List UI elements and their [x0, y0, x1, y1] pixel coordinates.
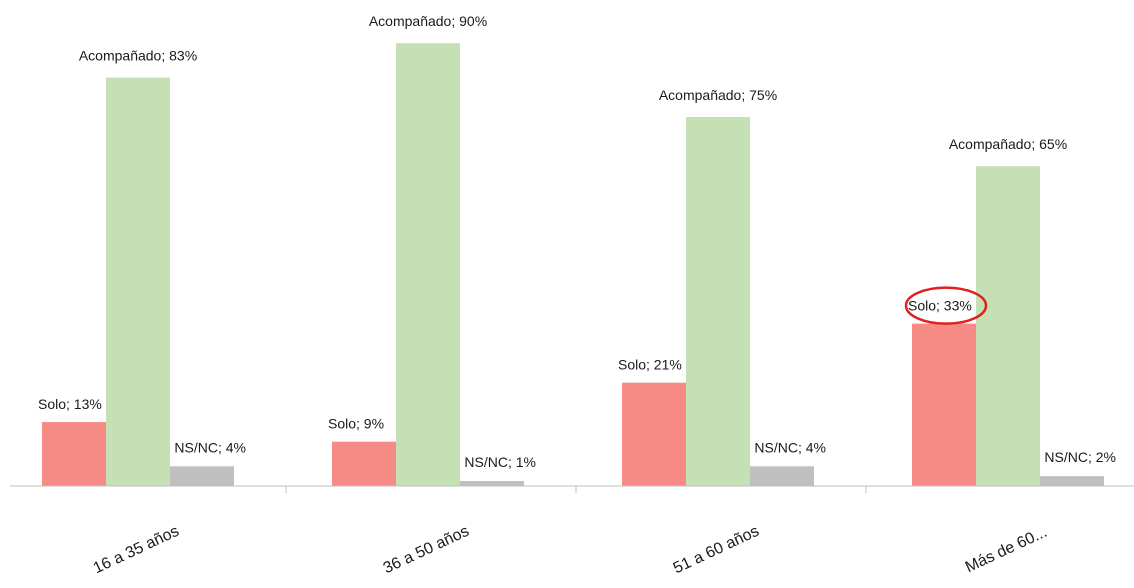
- x-tick-label-16-a-35-anos: 16 a 35 años: [91, 523, 182, 578]
- bar-acompanado-16-a-35-anos: [106, 77, 170, 486]
- data-label-acompanado-51-a-60-anos: Acompañado; 75%: [659, 87, 777, 103]
- data-label-ns-nc-36-a-50-anos: NS/NC; 1%: [464, 454, 536, 470]
- annotations-group: [904, 286, 988, 325]
- bar-ns-nc-16-a-35-anos: [170, 466, 234, 486]
- data-label-ns-nc-mas-de-60: NS/NC; 2%: [1044, 449, 1116, 465]
- data-label-solo-51-a-60-anos: Solo; 21%: [618, 357, 682, 373]
- data-label-solo-16-a-35-anos: Solo; 13%: [38, 396, 102, 412]
- bar-acompanado-36-a-50-anos: [396, 43, 460, 486]
- data-label-acompanado-16-a-35-anos: Acompañado; 83%: [79, 48, 197, 64]
- x-tick-label-36-a-50-anos: 36 a 50 años: [381, 523, 472, 578]
- x-axis-ticks-group: [285, 486, 867, 493]
- bar-solo-16-a-35-anos: [42, 422, 106, 486]
- data-label-acompanado-mas-de-60: Acompañado; 65%: [949, 136, 1067, 152]
- data-label-ns-nc-16-a-35-anos: NS/NC; 4%: [174, 439, 246, 455]
- data-label-acompanado-36-a-50-anos: Acompañado; 90%: [369, 13, 487, 29]
- x-tick-labels-group: 16 a 35 años 36 a 50 años 51 a 60 años Más …: [91, 523, 1050, 578]
- bar-ns-nc-51-a-60-anos: [750, 466, 814, 486]
- data-label-ns-nc-51-a-60-anos: NS/NC; 4%: [754, 439, 826, 455]
- bar-acompanado-51-a-60-anos: [686, 117, 750, 486]
- bars-group: [42, 43, 1104, 486]
- bar-ns-nc-mas-de-60: [1040, 476, 1104, 486]
- bar-acompanado-mas-de-60: [976, 166, 1040, 486]
- bar-solo-51-a-60-anos: [622, 382, 686, 486]
- x-tick-label-mas-de-60: Más de 60...: [963, 524, 1050, 577]
- x-tick-label-51-a-60-anos: 51 a 60 años: [671, 523, 762, 578]
- data-label-solo-36-a-50-anos: Solo; 9%: [328, 416, 384, 432]
- data-label-solo-mas-de-60: Solo; 33%: [908, 298, 972, 314]
- data-labels-group: Solo; 13% Acompañado; 83% NS/NC; 4% Solo; 9…: [38, 13, 1116, 470]
- bar-solo-36-a-50-anos: [332, 441, 396, 486]
- bar-ns-nc-36-a-50-anos: [460, 481, 524, 486]
- bar-solo-mas-de-60: [912, 323, 976, 486]
- highlight-circle-solo-33: [904, 286, 988, 325]
